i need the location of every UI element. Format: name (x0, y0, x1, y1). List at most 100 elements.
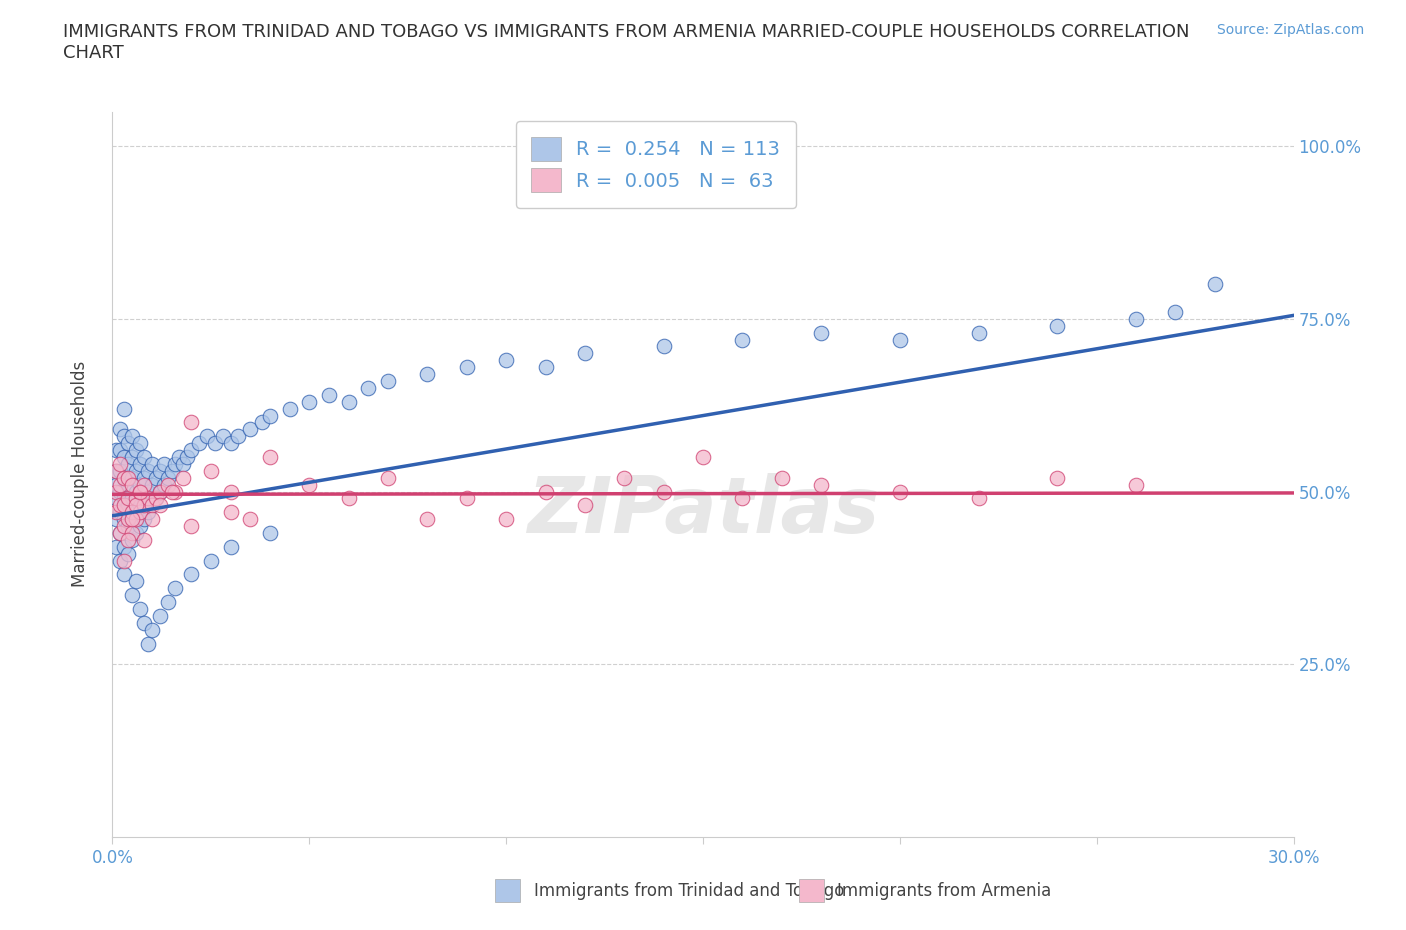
Point (125, 574, 148, 589)
Point (121, 533, 143, 548)
Point (1125, 312, 1147, 326)
Point (129, 477, 152, 492)
Point (534, 485, 557, 499)
Text: ZIPatlas: ZIPatlas (527, 472, 879, 549)
Point (112, 553, 135, 568)
Point (1046, 471, 1069, 485)
Point (692, 449, 714, 464)
Text: Immigrants from Trinidad and Tobago: Immigrants from Trinidad and Tobago (534, 882, 845, 900)
Point (121, 588, 143, 603)
Point (172, 457, 194, 472)
Point (117, 533, 139, 548)
Point (129, 457, 152, 472)
Text: IMMIGRANTS FROM TRINIDAD AND TOBAGO VS IMMIGRANTS FROM ARMENIA MARRIED-COUPLE HO: IMMIGRANTS FROM TRINIDAD AND TOBAGO VS I… (63, 23, 1189, 62)
Point (239, 422, 262, 437)
Point (810, 477, 832, 492)
Point (574, 498, 596, 512)
Point (534, 360, 557, 375)
Point (172, 471, 194, 485)
Point (129, 498, 152, 512)
Point (129, 505, 152, 520)
Point (259, 408, 281, 423)
Point (132, 491, 155, 506)
Point (129, 602, 152, 617)
Point (149, 485, 172, 499)
Point (112, 519, 135, 534)
Point (121, 512, 143, 526)
Point (377, 471, 399, 485)
Point (125, 491, 148, 506)
Point (110, 525, 132, 540)
Point (132, 449, 155, 464)
Point (141, 498, 163, 512)
Point (129, 519, 152, 534)
Point (132, 616, 155, 631)
Point (165, 457, 187, 472)
Point (125, 443, 148, 458)
Point (456, 360, 478, 375)
Point (180, 567, 202, 582)
Point (110, 463, 132, 478)
Point (110, 477, 132, 492)
Point (219, 539, 242, 554)
Point (259, 449, 281, 464)
Point (250, 415, 273, 430)
Point (110, 498, 132, 512)
Point (298, 477, 321, 492)
Point (129, 485, 152, 499)
Point (117, 436, 139, 451)
Point (110, 485, 132, 499)
Point (889, 332, 911, 347)
Point (149, 608, 172, 623)
Point (156, 594, 179, 609)
Point (136, 463, 159, 478)
Point (145, 491, 167, 506)
Point (156, 477, 179, 492)
Point (105, 463, 128, 478)
Point (180, 415, 202, 430)
Point (105, 505, 128, 520)
Point (141, 512, 163, 526)
Point (377, 374, 399, 389)
Point (110, 422, 132, 437)
Point (219, 505, 242, 520)
Point (105, 485, 128, 499)
Point (121, 449, 143, 464)
Point (416, 512, 439, 526)
Text: Immigrants from Armenia: Immigrants from Armenia (837, 882, 1050, 900)
Point (112, 567, 135, 582)
Point (1204, 277, 1226, 292)
Point (165, 485, 187, 499)
Point (495, 512, 517, 526)
Point (810, 326, 832, 340)
Point (770, 471, 793, 485)
Point (136, 636, 159, 651)
Point (456, 491, 478, 506)
Point (149, 485, 172, 499)
Point (967, 491, 990, 506)
Point (731, 491, 754, 506)
Point (967, 326, 990, 340)
Point (110, 457, 132, 472)
Point (731, 332, 754, 347)
Point (125, 505, 148, 520)
Point (337, 394, 360, 409)
Point (117, 498, 139, 512)
Point (495, 352, 517, 367)
Point (1046, 318, 1069, 333)
Point (117, 457, 139, 472)
Point (129, 485, 152, 499)
Point (1125, 477, 1147, 492)
Point (188, 436, 211, 451)
Point (132, 477, 155, 492)
Point (136, 491, 159, 506)
Point (121, 505, 143, 520)
Point (180, 519, 202, 534)
Point (136, 505, 159, 520)
Point (169, 449, 191, 464)
Point (117, 546, 139, 561)
Point (278, 401, 301, 416)
Point (112, 429, 135, 444)
Point (141, 622, 163, 637)
Point (239, 512, 262, 526)
